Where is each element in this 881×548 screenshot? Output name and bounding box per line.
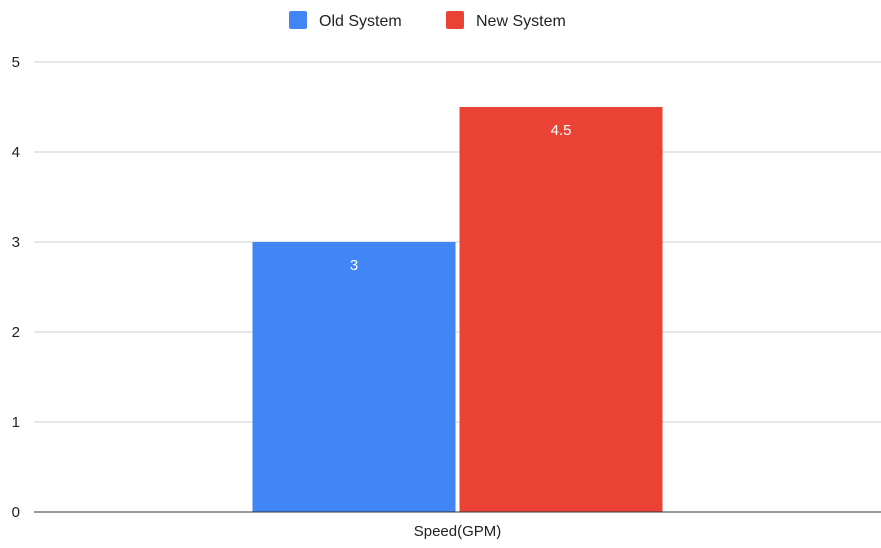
- y-tick-labels: 0 1 2 3 4 5: [12, 54, 20, 521]
- legend-label: Old System: [319, 13, 402, 30]
- y-tick-label: 0: [12, 504, 20, 521]
- y-tick-label: 2: [12, 324, 20, 341]
- y-tick-label: 4: [12, 144, 20, 161]
- gridlines: [34, 61, 881, 423]
- legend-label: New System: [476, 13, 566, 30]
- y-tick-label: 1: [12, 414, 20, 431]
- bars: [252, 107, 663, 512]
- y-tick-label: 5: [12, 54, 20, 71]
- x-tick-labels: Speed(GPM): [414, 523, 502, 540]
- legend: Old System New System: [289, 11, 566, 30]
- y-tick-label: 3: [12, 234, 20, 251]
- bar-new-system: [459, 107, 663, 512]
- data-labels: 34.5: [350, 122, 572, 274]
- legend-swatch: [289, 11, 307, 29]
- bar-old-system: [252, 242, 456, 512]
- data-label: 4.5: [551, 122, 572, 139]
- data-label: 3: [350, 257, 358, 274]
- legend-swatch: [446, 11, 464, 29]
- x-tick-label: Speed(GPM): [414, 523, 502, 540]
